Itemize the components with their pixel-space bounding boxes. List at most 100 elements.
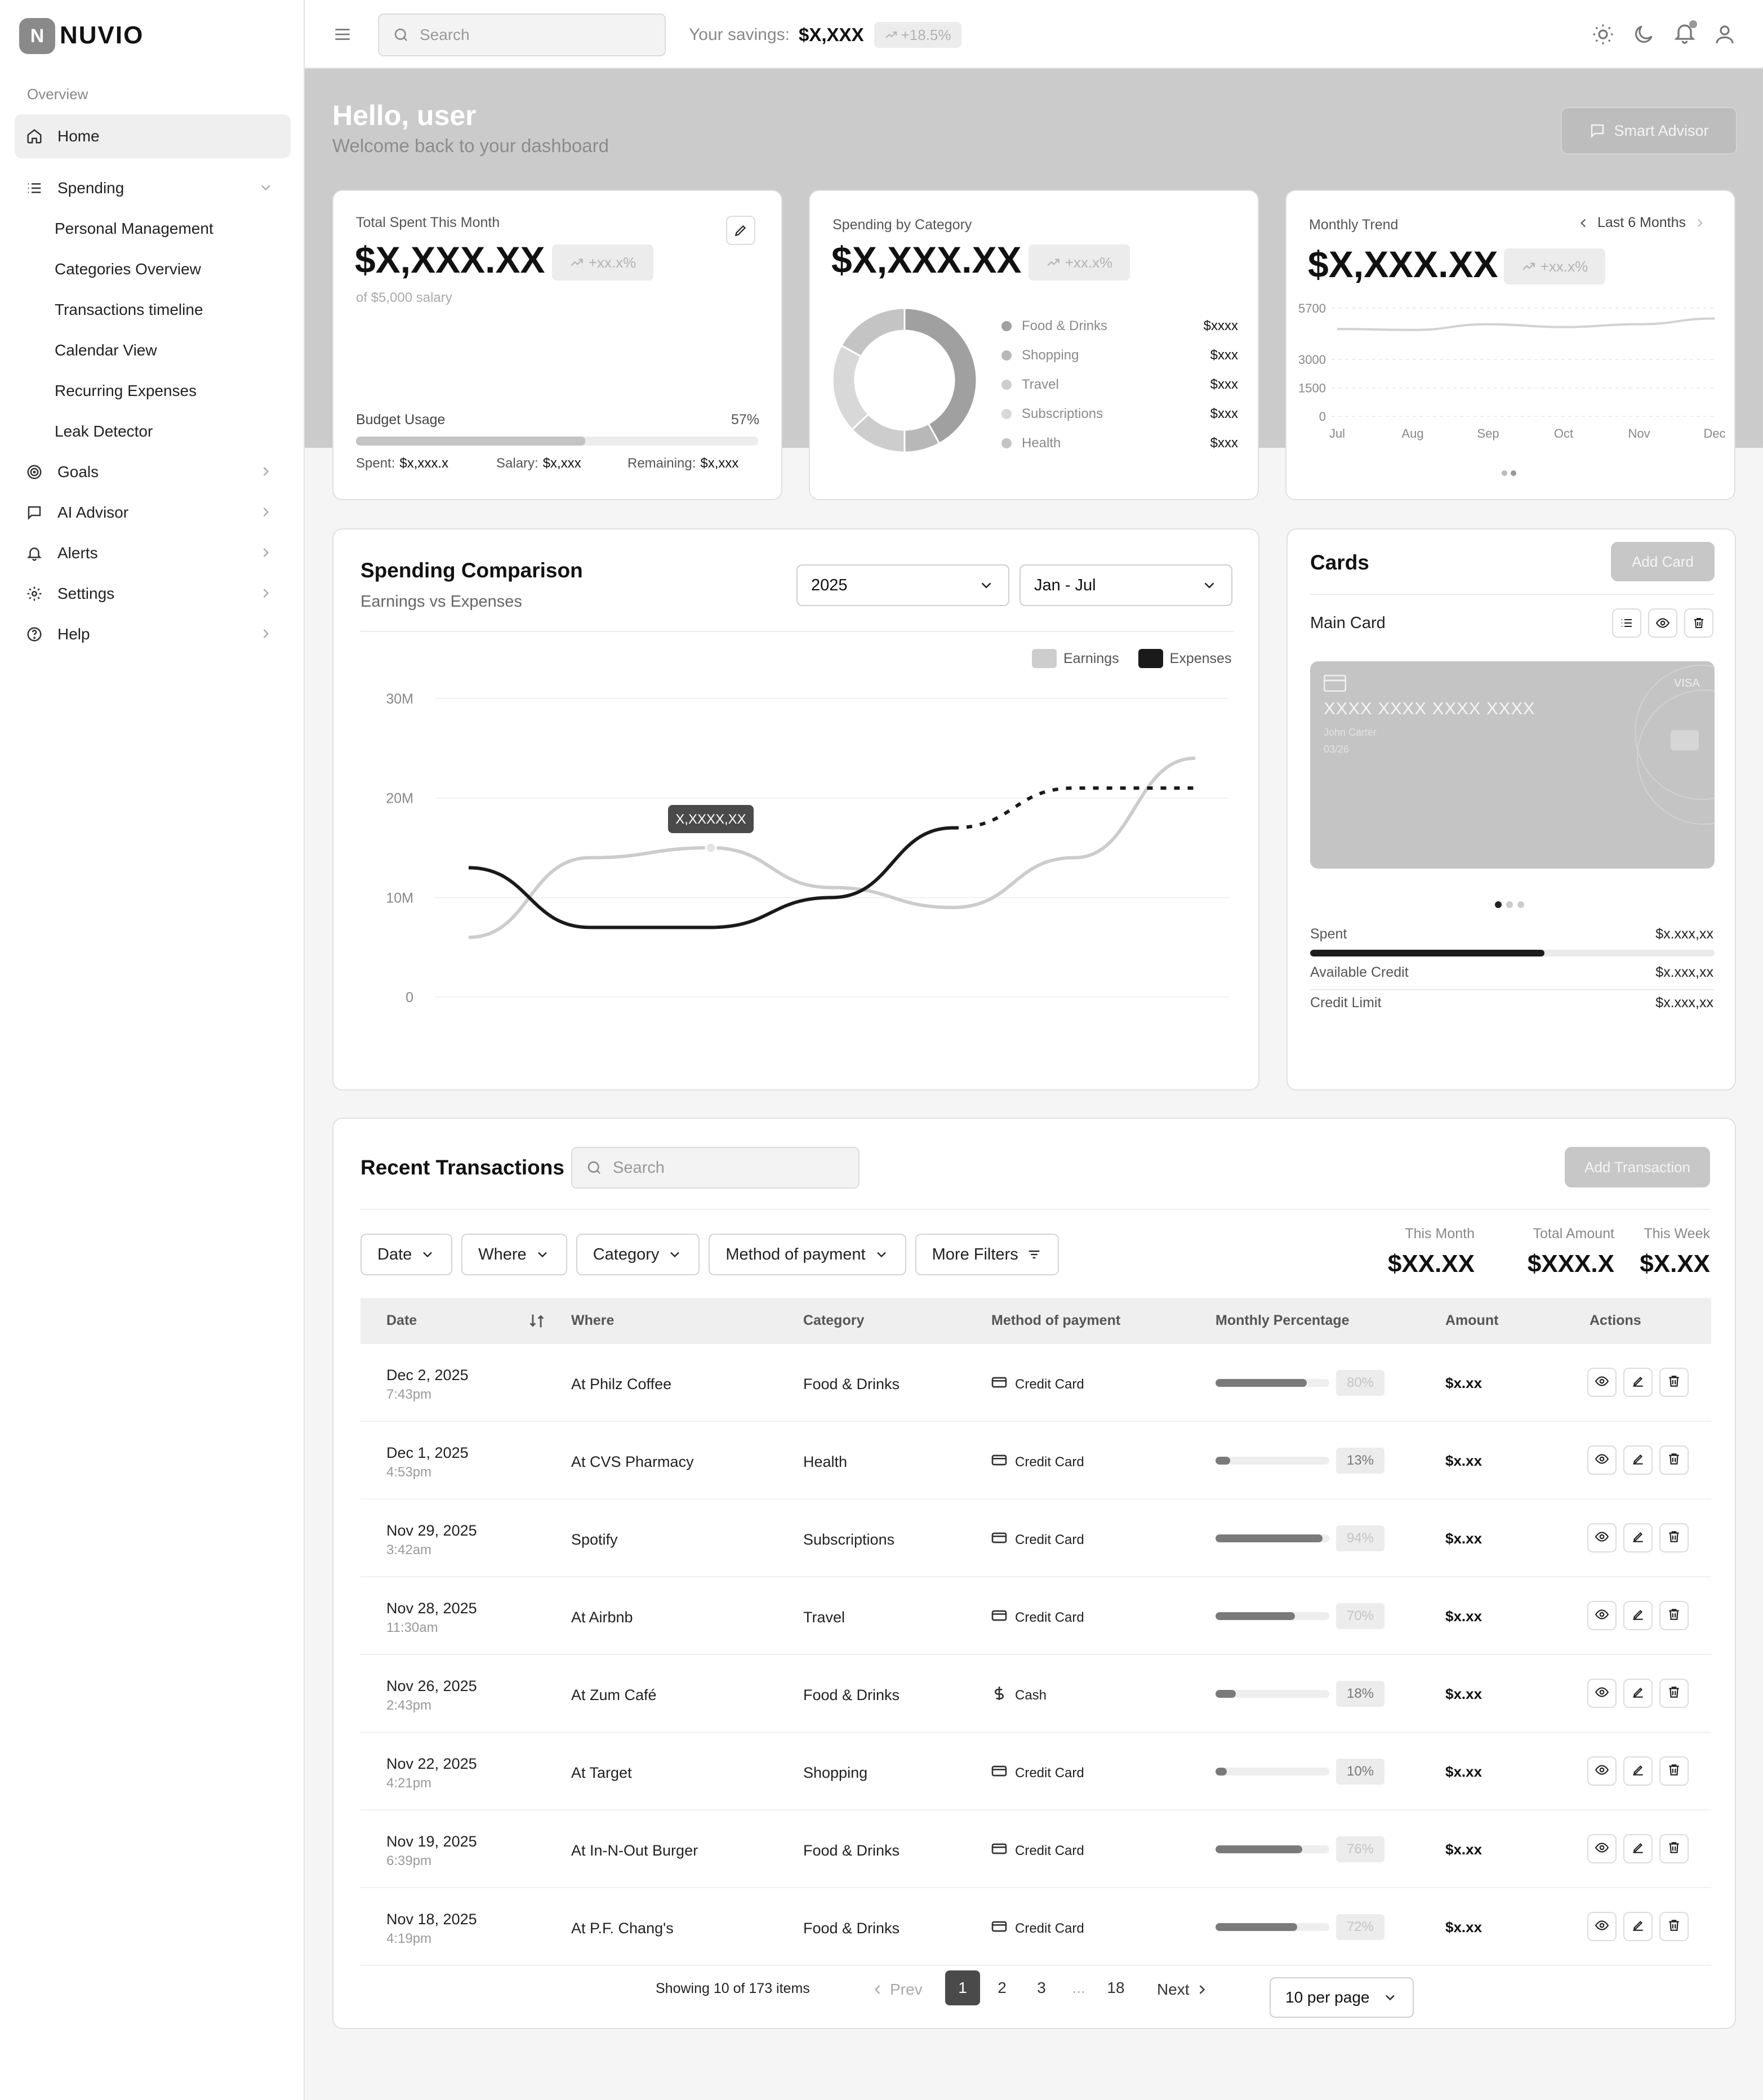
sidebar-item-alerts[interactable]: Alerts <box>15 531 291 575</box>
edit-button[interactable] <box>1623 1601 1653 1630</box>
credit-card[interactable]: XXXX XXXX XXXX XXXX John Carter 03/26 VI… <box>1310 661 1715 869</box>
table-row[interactable]: Nov 26, 2025 2:43pm At Zum Café Food & Drin… <box>360 1655 1711 1733</box>
delete-button[interactable] <box>1659 1756 1689 1786</box>
sidebar: N NUVIO Overview Home Spending Personal … <box>0 0 305 2100</box>
view-button[interactable] <box>1587 1912 1617 1941</box>
sidebar-subitem-transactions-timeline[interactable]: Transactions timeline <box>55 301 203 318</box>
card-view-button[interactable] <box>1648 608 1677 638</box>
range-select[interactable]: Jan - Jul <box>1019 564 1232 606</box>
carousel-dot[interactable] <box>1517 901 1524 908</box>
sidebar-subitem-leak-detector[interactable]: Leak Detector <box>55 422 153 440</box>
delete-button[interactable] <box>1659 1445 1689 1475</box>
filter-where[interactable]: Where <box>461 1234 567 1275</box>
search-input[interactable]: Search <box>420 26 470 43</box>
card-spent-progress <box>1310 950 1715 956</box>
sun-icon[interactable] <box>1591 23 1615 46</box>
y-tick-label: 30M <box>386 691 413 707</box>
delete-button[interactable] <box>1659 1368 1689 1397</box>
delete-button[interactable] <box>1659 1601 1689 1630</box>
method-label: Credit Card <box>1015 1609 1084 1625</box>
page-button[interactable]: 2 <box>998 1979 1007 1996</box>
filter-bar: Date Where Category Method of payment Mo… <box>360 1234 1059 1275</box>
view-button[interactable] <box>1587 1368 1617 1397</box>
table-row[interactable]: Dec 2, 2025 7:43pm At Philz Coffee Food & D… <box>360 1344 1711 1422</box>
sidebar-item-settings[interactable]: Settings <box>15 572 291 616</box>
edit-button[interactable] <box>1623 1834 1653 1863</box>
transaction-method: Credit Card <box>990 1762 1084 1784</box>
add-card-button[interactable]: Add Card <box>1611 542 1715 581</box>
trend-range-selector[interactable]: Last 6 Months <box>1576 215 1707 231</box>
filter-more[interactable]: More Filters <box>915 1234 1059 1275</box>
moon-icon[interactable] <box>1632 23 1655 46</box>
edit-button[interactable] <box>1623 1679 1653 1708</box>
prev-page-button[interactable]: Prev <box>870 1981 923 1999</box>
add-transaction-button[interactable]: Add Transaction <box>1565 1147 1710 1187</box>
sidebar-subitem-personal-management[interactable]: Personal Management <box>55 220 213 237</box>
table-row[interactable]: Nov 22, 2025 4:21pm At Target Shopping Credi… <box>360 1733 1711 1810</box>
user-icon[interactable] <box>1713 23 1737 46</box>
sidebar-item-home[interactable]: Home <box>15 114 291 158</box>
page-button[interactable]: 3 <box>1037 1979 1046 1996</box>
edit-button[interactable] <box>1623 1523 1653 1552</box>
page-button[interactable]: 18 <box>1107 1979 1125 1996</box>
view-button[interactable] <box>1587 1445 1617 1475</box>
sidebar-item-help[interactable]: Help <box>15 612 291 656</box>
edit-button[interactable] <box>1623 1445 1653 1475</box>
top-search[interactable]: Search <box>378 14 666 56</box>
table-row[interactable]: Nov 28, 2025 11:30am At Airbnb Travel Credit… <box>360 1577 1711 1655</box>
carousel-dot[interactable] <box>1502 470 1507 476</box>
filter-label: More Filters <box>932 1245 1018 1263</box>
carousel-dot-active[interactable] <box>1495 901 1502 908</box>
transactions-search[interactable]: Search <box>571 1147 860 1189</box>
sidebar-subitem-calendar-view[interactable]: Calendar View <box>55 341 157 359</box>
sidebar-item-spending[interactable]: Spending <box>15 166 291 210</box>
view-button[interactable] <box>1587 1834 1617 1863</box>
smart-advisor-label: Smart Advisor <box>1614 122 1709 139</box>
edit-button[interactable] <box>1623 1912 1653 1941</box>
carousel-dot[interactable] <box>1506 901 1513 908</box>
sort-icon[interactable] <box>527 1311 546 1331</box>
carousel-dot-active[interactable] <box>1511 470 1516 476</box>
view-button[interactable] <box>1587 1679 1617 1708</box>
monthly-trend-card: Monthly Trend Last 6 Months $X,XXX.XX +x… <box>1285 190 1735 500</box>
sidebar-item-goals[interactable]: Goals <box>15 450 291 494</box>
trash-icon <box>1667 1685 1681 1702</box>
sidebar-item-ai-advisor[interactable]: AI Advisor <box>15 491 291 535</box>
next-page-button[interactable]: Next <box>1157 1981 1210 1999</box>
card-delete-button[interactable] <box>1684 608 1713 638</box>
view-button[interactable] <box>1587 1601 1617 1630</box>
delete-button[interactable] <box>1659 1523 1689 1552</box>
table-row[interactable]: Dec 1, 2025 4:53pm At CVS Pharmacy Health Cr… <box>360 1422 1711 1500</box>
column-header-date[interactable]: Date <box>386 1312 417 1328</box>
view-button[interactable] <box>1587 1756 1617 1786</box>
legend-value: $xxxx <box>1203 318 1238 333</box>
filter-date[interactable]: Date <box>360 1234 453 1275</box>
sidebar-item-label: Home <box>57 127 100 145</box>
list-icon <box>26 180 43 197</box>
chevron-right-icon[interactable] <box>1693 216 1707 230</box>
delete-button[interactable] <box>1659 1679 1689 1708</box>
table-row[interactable]: Nov 19, 2025 6:39pm At In-N-Out Burger Food… <box>360 1810 1711 1888</box>
edit-button[interactable] <box>1623 1368 1653 1397</box>
delete-button[interactable] <box>1659 1834 1689 1863</box>
chevron-left-icon[interactable] <box>1576 216 1591 230</box>
search-input[interactable]: Search <box>613 1158 665 1177</box>
sidebar-subitem-recurring-expenses[interactable]: Recurring Expenses <box>55 382 197 399</box>
per-page-select[interactable]: 10 per page <box>1270 1977 1414 2018</box>
row-actions <box>1587 1445 1689 1475</box>
page-button-active[interactable]: 1 <box>945 1970 980 2005</box>
delete-button[interactable] <box>1659 1912 1689 1941</box>
sidebar-subitem-categories-overview[interactable]: Categories Overview <box>55 260 201 278</box>
filter-method[interactable]: Method of payment <box>709 1234 906 1275</box>
smart-advisor-button[interactable]: Smart Advisor <box>1561 107 1737 154</box>
table-row[interactable]: Nov 18, 2025 4:19pm At P.F. Chang's Food & … <box>360 1888 1711 1966</box>
view-button[interactable] <box>1587 1523 1617 1552</box>
edit-button[interactable] <box>726 216 755 245</box>
table-row[interactable]: Nov 29, 2025 3:42am Spotify Subscriptions Cr… <box>360 1500 1711 1577</box>
menu-icon[interactable] <box>333 25 352 44</box>
year-select[interactable]: 2025 <box>796 564 1009 606</box>
card-list-button[interactable] <box>1612 608 1641 638</box>
filter-category[interactable]: Category <box>576 1234 700 1275</box>
notifications-button[interactable] <box>1672 20 1698 46</box>
edit-button[interactable] <box>1623 1756 1653 1786</box>
